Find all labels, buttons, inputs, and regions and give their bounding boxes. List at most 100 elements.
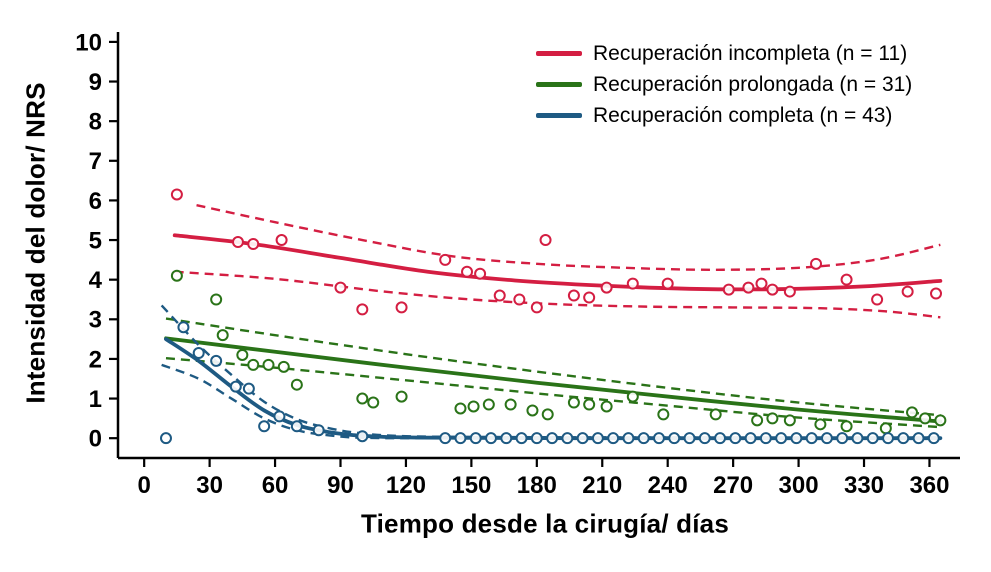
legend: Recuperación incompleta (n = 11) Recuper… <box>536 42 912 127</box>
series-points-2 <box>159 321 940 445</box>
data-point <box>170 269 183 282</box>
data-point <box>840 273 853 286</box>
data-point <box>567 396 580 409</box>
series-lines-0 <box>172 204 943 319</box>
data-point <box>851 432 864 445</box>
data-point <box>356 303 369 316</box>
legend-line-swatch-blue <box>536 113 582 118</box>
y-tick-label: 7 <box>89 148 102 175</box>
fit-line <box>172 233 943 292</box>
data-point <box>866 432 879 445</box>
data-point <box>356 392 369 405</box>
data-point <box>836 432 849 445</box>
data-point <box>474 267 487 280</box>
data-point <box>927 432 940 445</box>
data-point <box>805 432 818 445</box>
y-tick-label: 9 <box>89 69 102 96</box>
data-point <box>600 400 613 413</box>
series-points-1 <box>170 269 947 435</box>
x-tick-label: 30 <box>196 472 223 499</box>
data-point <box>567 289 580 302</box>
data-point <box>356 430 369 443</box>
x-tick-label: 210 <box>582 472 622 499</box>
data-point <box>231 236 244 249</box>
data-point <box>744 432 757 445</box>
x-tick-label: 240 <box>648 472 688 499</box>
x-tick-label: 60 <box>262 472 289 499</box>
data-point <box>539 234 552 247</box>
data-point <box>882 432 895 445</box>
data-point <box>709 408 722 421</box>
data-point <box>561 432 574 445</box>
data-point <box>626 277 639 290</box>
data-point <box>454 402 467 415</box>
data-point <box>159 432 172 445</box>
data-point <box>652 432 665 445</box>
ci-lower-line <box>174 270 941 319</box>
data-point <box>526 404 539 417</box>
ci-lower-line <box>165 356 941 429</box>
data-point <box>901 285 914 298</box>
data-point <box>714 432 727 445</box>
data-point <box>467 400 480 413</box>
data-point <box>742 281 755 294</box>
data-point <box>192 346 205 359</box>
legend-label: Recuperación completa (n = 43) <box>593 104 893 127</box>
data-point <box>626 390 639 403</box>
data-point <box>766 412 779 425</box>
x-tick-label: 0 <box>137 472 150 499</box>
data-point <box>312 424 325 437</box>
series-lines-1 <box>164 317 943 429</box>
data-point <box>515 432 528 445</box>
data-point <box>504 398 517 411</box>
legend-label: Recuperación incompleta (n = 11) <box>593 42 908 65</box>
data-point <box>546 432 559 445</box>
data-point <box>810 257 823 270</box>
data-point <box>334 281 347 294</box>
y-axis-title: Intensidad del dolor/ NRS <box>20 82 51 404</box>
x-axis-title: Tiempo desde la cirugía/ días <box>361 508 729 539</box>
data-point <box>530 301 543 314</box>
y-tick-label: 5 <box>89 227 102 254</box>
data-point <box>661 277 674 290</box>
data-point <box>216 329 229 342</box>
data-point <box>513 293 526 306</box>
data-point <box>367 396 380 409</box>
data-point <box>879 422 892 435</box>
y-tick-label: 3 <box>89 307 102 334</box>
data-point <box>485 432 498 445</box>
data-point <box>600 281 613 294</box>
ci-upper-line <box>165 317 941 417</box>
data-point <box>783 414 796 427</box>
data-point <box>637 432 650 445</box>
axes: 0 30 60 90 120 150 180 210 240 270 300 330 360 0 1 2 3 4 5… <box>75 29 960 499</box>
y-tick-label: 0 <box>89 426 102 453</box>
data-point <box>934 414 947 427</box>
y-tick-label: 4 <box>89 267 103 294</box>
data-point <box>583 291 596 304</box>
data-point <box>493 289 506 302</box>
data-point <box>290 420 303 433</box>
data-point <box>576 432 589 445</box>
data-point <box>530 432 543 445</box>
x-tick-label: 360 <box>909 472 949 499</box>
data-point <box>170 188 183 201</box>
x-tick-label: 180 <box>517 472 557 499</box>
data-point <box>840 420 853 433</box>
data-point <box>262 358 275 371</box>
legend-line-swatch-green <box>536 82 582 87</box>
data-point <box>622 432 635 445</box>
legend-item-incompleta: Recuperación incompleta (n = 11) <box>536 42 912 65</box>
y-tick-label: 10 <box>75 29 102 56</box>
data-point <box>668 432 681 445</box>
y-tick-label: 8 <box>89 109 102 136</box>
series-points-0 <box>170 188 943 316</box>
data-point <box>273 410 286 423</box>
x-tick-label: 150 <box>451 472 491 499</box>
data-point <box>461 265 474 278</box>
data-point <box>277 360 290 373</box>
data-point <box>790 432 803 445</box>
legend-line-swatch-red <box>536 51 582 56</box>
